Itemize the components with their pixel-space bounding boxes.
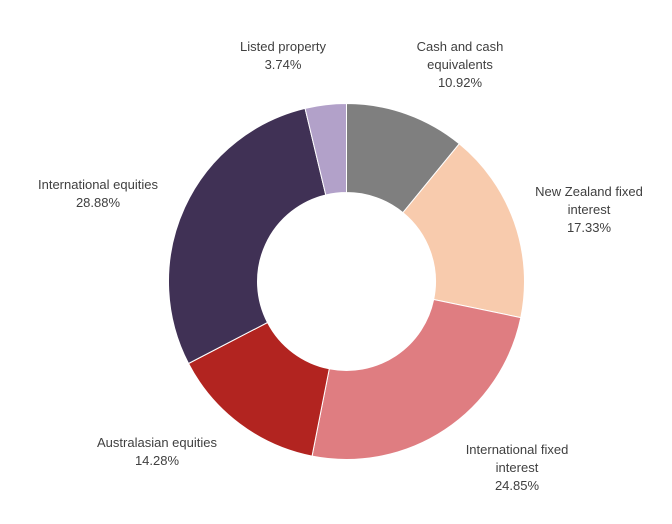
segment-label-australasian-equities: Australasian equities 14.28% [62,434,252,470]
segment-label-new-zealand-fixed-interest: New Zealand fixed interest 17.33% [523,183,655,237]
segment-percentage: 24.85% [494,478,540,493]
segment-percentage: 28.88% [75,195,121,210]
segment-label-international-fixed-interest: International fixed interest 24.85% [451,441,583,495]
segment-name: New Zealand fixed interest [535,184,643,217]
segment-label-international-equities: International equities 28.88% [3,176,193,212]
segment-percentage: 17.33% [566,220,612,235]
donut-segment-listed-property [304,103,347,196]
segment-name: International equities [38,177,158,192]
segment-name: Listed property [240,39,326,54]
segment-label-listed-property: Listed property 3.74% [198,38,368,74]
segment-percentage: 10.92% [437,75,483,90]
segment-name: International fixed interest [465,442,569,475]
donut-segment-international-fixed-interest [311,299,522,460]
segment-name: Cash and cash equivalents [416,39,504,72]
segment-percentage: 14.28% [134,453,180,468]
segment-percentage: 3.74% [264,57,302,72]
donut-segment-international-equities [167,107,327,364]
donut-segment-new-zealand-fixed-interest [402,143,525,319]
segment-label-cash-and-cash-equivalents: Cash and cash equivalents 10.92% [404,38,516,92]
segment-name: Australasian equities [97,435,217,450]
